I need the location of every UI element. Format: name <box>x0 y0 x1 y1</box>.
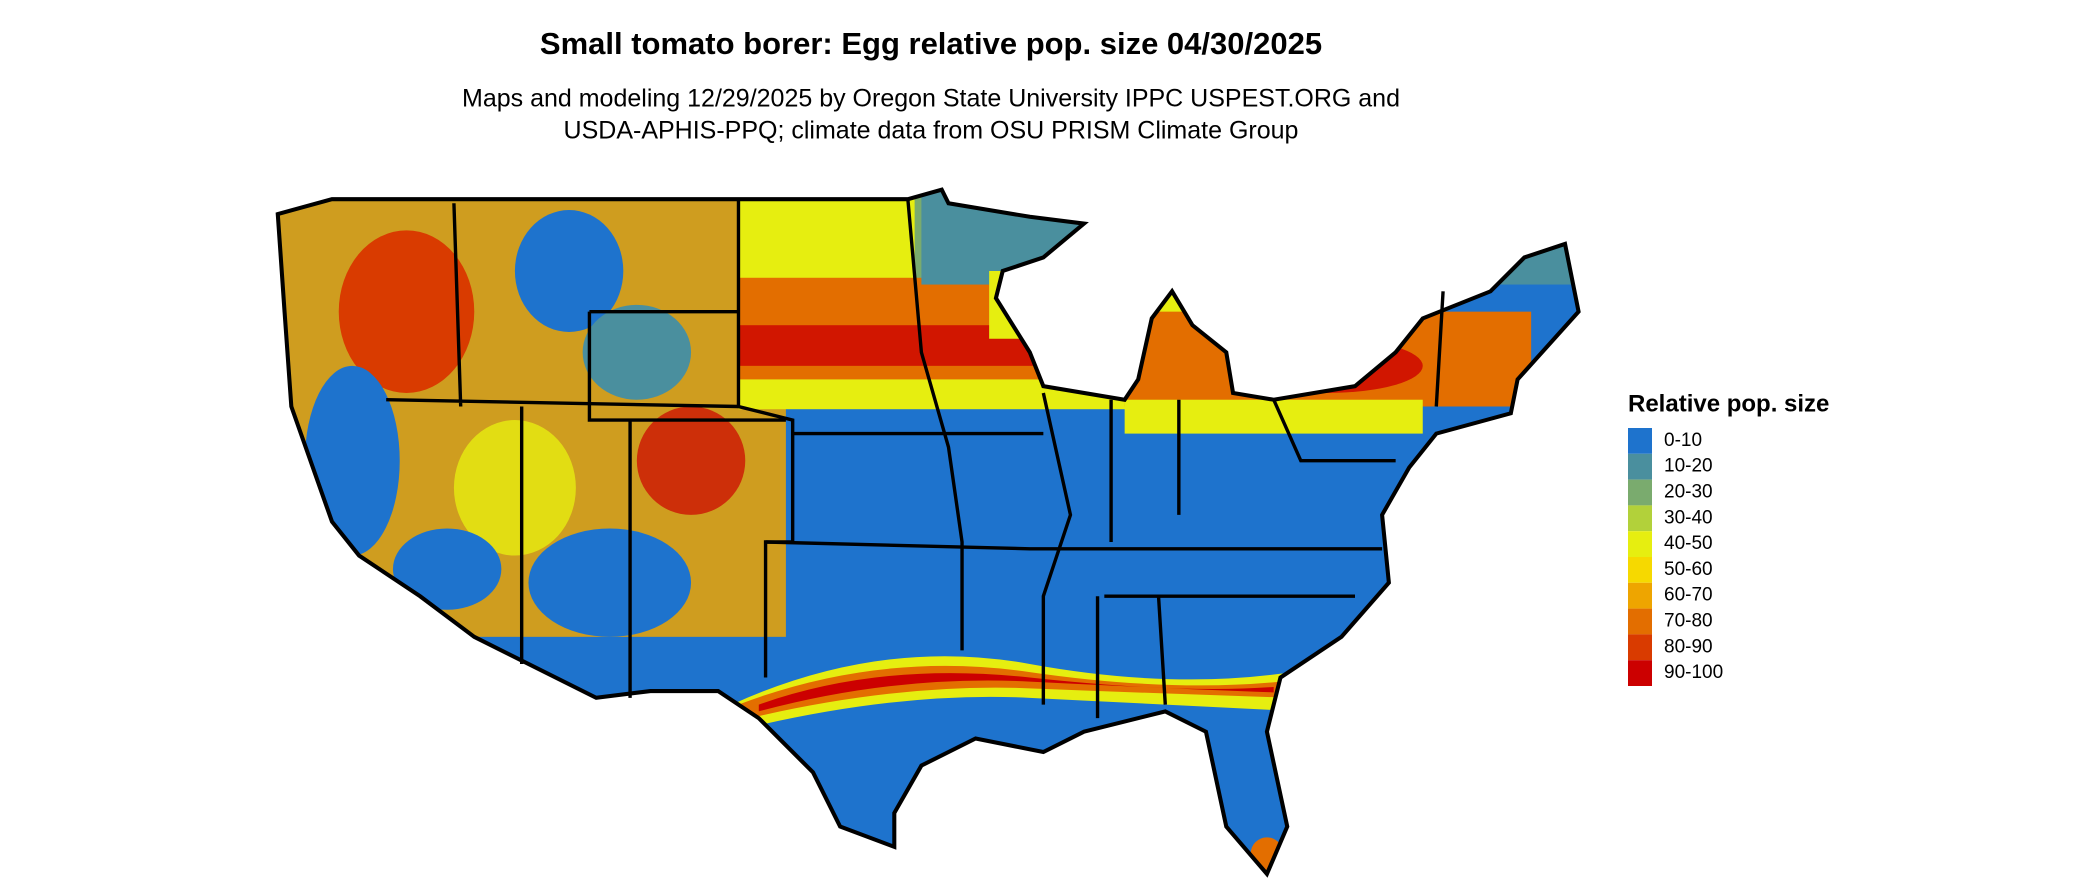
legend-label: 80-90 <box>1664 636 1713 657</box>
map-subtitle: Maps and modeling 12/29/2025 by Oregon S… <box>462 85 1400 113</box>
legend-swatch <box>1628 505 1652 532</box>
legend-swatch <box>1628 428 1652 454</box>
legend-label: 10-20 <box>1664 456 1713 477</box>
legend-label: 20-30 <box>1664 482 1713 503</box>
legend-swatch <box>1628 557 1652 583</box>
legend-swatch <box>1628 660 1652 686</box>
legend-swatch <box>1628 453 1652 480</box>
legend-swatch <box>1628 608 1652 635</box>
legend-swatch <box>1628 634 1652 661</box>
map-title: Small tomato borer: Egg relative pop. si… <box>540 26 1322 61</box>
legend: 0-10 10-20 20-30 30-40 40-50 50-60 60-70 70-80 8… <box>1628 428 1723 686</box>
legend-label: 30-40 <box>1664 507 1713 528</box>
legend-swatch <box>1628 479 1652 506</box>
legend-label: 0-10 <box>1664 430 1702 451</box>
legend-title: Relative pop. size <box>1628 390 1829 417</box>
legend-label: 40-50 <box>1664 533 1713 554</box>
legend-label: 60-70 <box>1664 585 1713 606</box>
legend-label: 50-60 <box>1664 559 1713 580</box>
legend-swatch <box>1628 531 1652 557</box>
legend-label: 70-80 <box>1664 611 1713 632</box>
legend-label: 90-100 <box>1664 662 1723 683</box>
map-subtitle: USDA-APHIS-PPQ; climate data from OSU PR… <box>564 117 1299 145</box>
us-map <box>257 176 1612 892</box>
legend-swatch <box>1628 582 1652 609</box>
